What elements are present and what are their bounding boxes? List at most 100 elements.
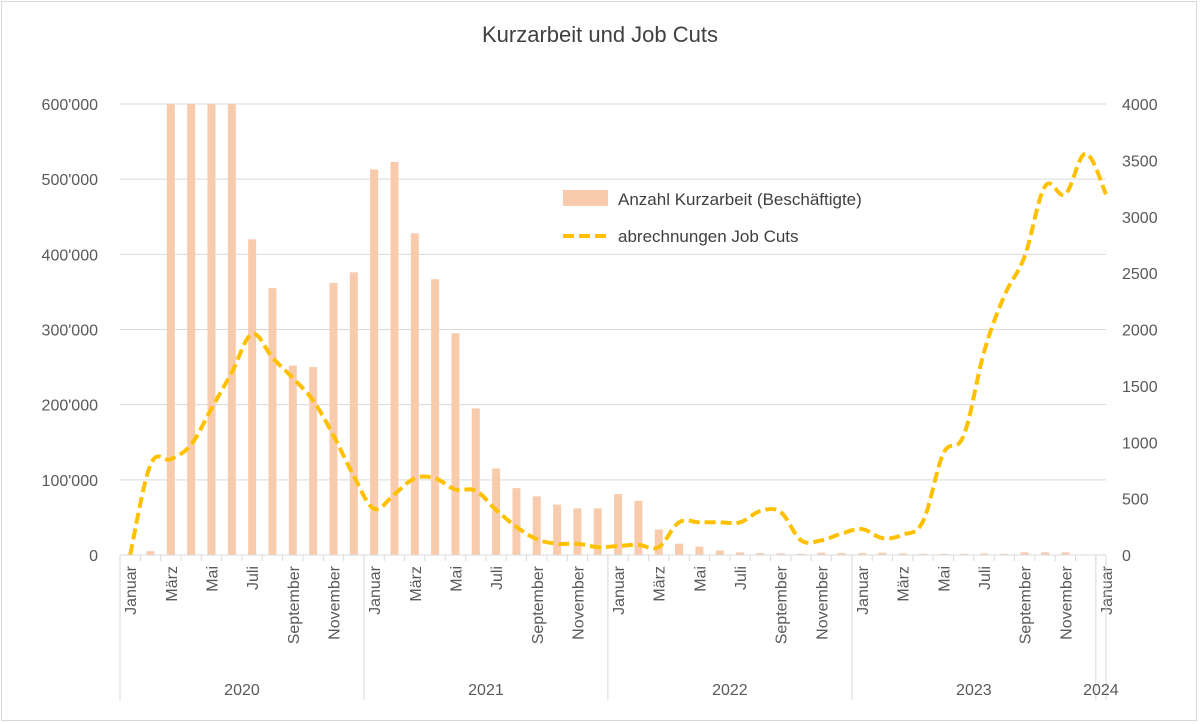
x-month-label: Juli (977, 566, 994, 590)
bar (797, 553, 806, 555)
bar (410, 233, 419, 555)
x-month-label: Juli (489, 566, 506, 590)
bar (980, 553, 989, 555)
bar (1041, 552, 1050, 555)
y-right-tick-label: 1000 (1122, 435, 1158, 452)
x-month-label: Mai (692, 566, 709, 592)
right-axis-ticks: 0 500 1000 1500 2000 2500 3000 3500 4000 (1122, 97, 1158, 565)
x-month-label: September (530, 565, 547, 644)
y-right-tick-label: 2500 (1122, 266, 1158, 283)
bar (329, 282, 338, 555)
y-left-tick-label: 500'000 (42, 172, 99, 189)
x-month-label: Januar (855, 565, 872, 615)
x-month-label: November (326, 565, 343, 639)
bar (1000, 553, 1009, 555)
bar (939, 553, 948, 555)
x-year-label: 2023 (956, 682, 992, 699)
bar (715, 550, 724, 555)
bar (837, 553, 846, 555)
x-month-label: September (286, 565, 303, 644)
x-month-label: März (652, 566, 669, 602)
bar (756, 553, 765, 555)
bar (959, 553, 968, 555)
x-month-label: September (774, 565, 791, 644)
x-month-label: Januar (1099, 565, 1116, 615)
bar (898, 553, 907, 555)
bar (268, 288, 277, 555)
line-series (128, 151, 1108, 556)
bar (817, 552, 826, 555)
legend: Anzahl Kurzarbeit (Beschäftigte) abrechn… (563, 190, 862, 246)
y-right-tick-label: 4000 (1122, 97, 1158, 114)
x-month-label: März (164, 566, 181, 602)
bar (573, 508, 582, 555)
bar (512, 488, 521, 555)
bar (878, 552, 887, 555)
bar (309, 367, 318, 555)
bar (349, 272, 358, 555)
bar (553, 504, 562, 555)
x-year-label: 2024 (1083, 682, 1119, 699)
bar (634, 500, 643, 555)
y-left-tick-label: 200'000 (42, 398, 99, 415)
legend-label-line: abrechnungen Job Cuts (618, 227, 799, 246)
bar (288, 365, 297, 555)
bar (146, 551, 155, 555)
bar (736, 552, 745, 555)
y-right-tick-label: 0 (1122, 548, 1131, 565)
bar (675, 543, 684, 555)
bar (451, 333, 460, 555)
job-cuts-line (128, 151, 1108, 556)
bar (919, 553, 928, 555)
x-month-label: Mai (204, 566, 221, 592)
left-axis-ticks: 0 100'000 200'000 300'000 400'000 500'000 600'… (42, 97, 99, 565)
chart-title: Kurzarbeit und Job Cuts (482, 22, 718, 47)
legend-swatch-bar (563, 190, 608, 206)
x-month-label: Juli (245, 566, 262, 590)
bar (370, 169, 379, 555)
x-month-label: Januar (367, 565, 384, 615)
y-right-tick-label: 500 (1122, 492, 1149, 509)
y-left-tick-label: 100'000 (42, 473, 99, 490)
x-month-label: Januar (611, 565, 628, 615)
x-month-label: September (1018, 565, 1035, 644)
y-left-tick-label: 400'000 (42, 247, 99, 264)
bar (187, 104, 196, 555)
x-month-label: Mai (448, 566, 465, 592)
bar (471, 408, 480, 555)
bar (654, 529, 663, 555)
y-right-tick-label: 2000 (1122, 323, 1158, 340)
x-month-label: November (814, 565, 831, 639)
y-right-tick-label: 3000 (1122, 210, 1158, 227)
bar (207, 104, 216, 555)
y-left-tick-label: 300'000 (42, 323, 99, 340)
y-right-tick-label: 1500 (1122, 379, 1158, 396)
x-month-label: November (570, 565, 587, 639)
bar (431, 279, 440, 555)
gridlines (120, 103, 1106, 556)
x-month-label: November (1058, 565, 1075, 639)
x-year-label: 2021 (468, 682, 504, 699)
x-month-label: März (408, 566, 425, 602)
y-left-tick-label: 0 (89, 548, 98, 565)
bar (248, 239, 257, 556)
bar (1020, 552, 1029, 555)
bar (614, 494, 623, 555)
legend-label-bar: Anzahl Kurzarbeit (Beschäftigte) (618, 190, 862, 209)
bar (858, 553, 867, 555)
bar (776, 553, 785, 555)
x-month-label: März (896, 566, 913, 602)
x-year-label: 2022 (712, 682, 748, 699)
y-right-tick-label: 3500 (1122, 153, 1158, 170)
x-month-label: Juli (733, 566, 750, 590)
x-month-label: Mai (936, 566, 953, 592)
y-left-tick-label: 600'000 (42, 97, 99, 114)
x-year-label: 2020 (224, 682, 260, 699)
x-month-label: Januar (123, 565, 140, 615)
bar (1061, 552, 1070, 555)
bar (390, 161, 399, 555)
bar (695, 546, 704, 555)
bar (593, 508, 602, 555)
